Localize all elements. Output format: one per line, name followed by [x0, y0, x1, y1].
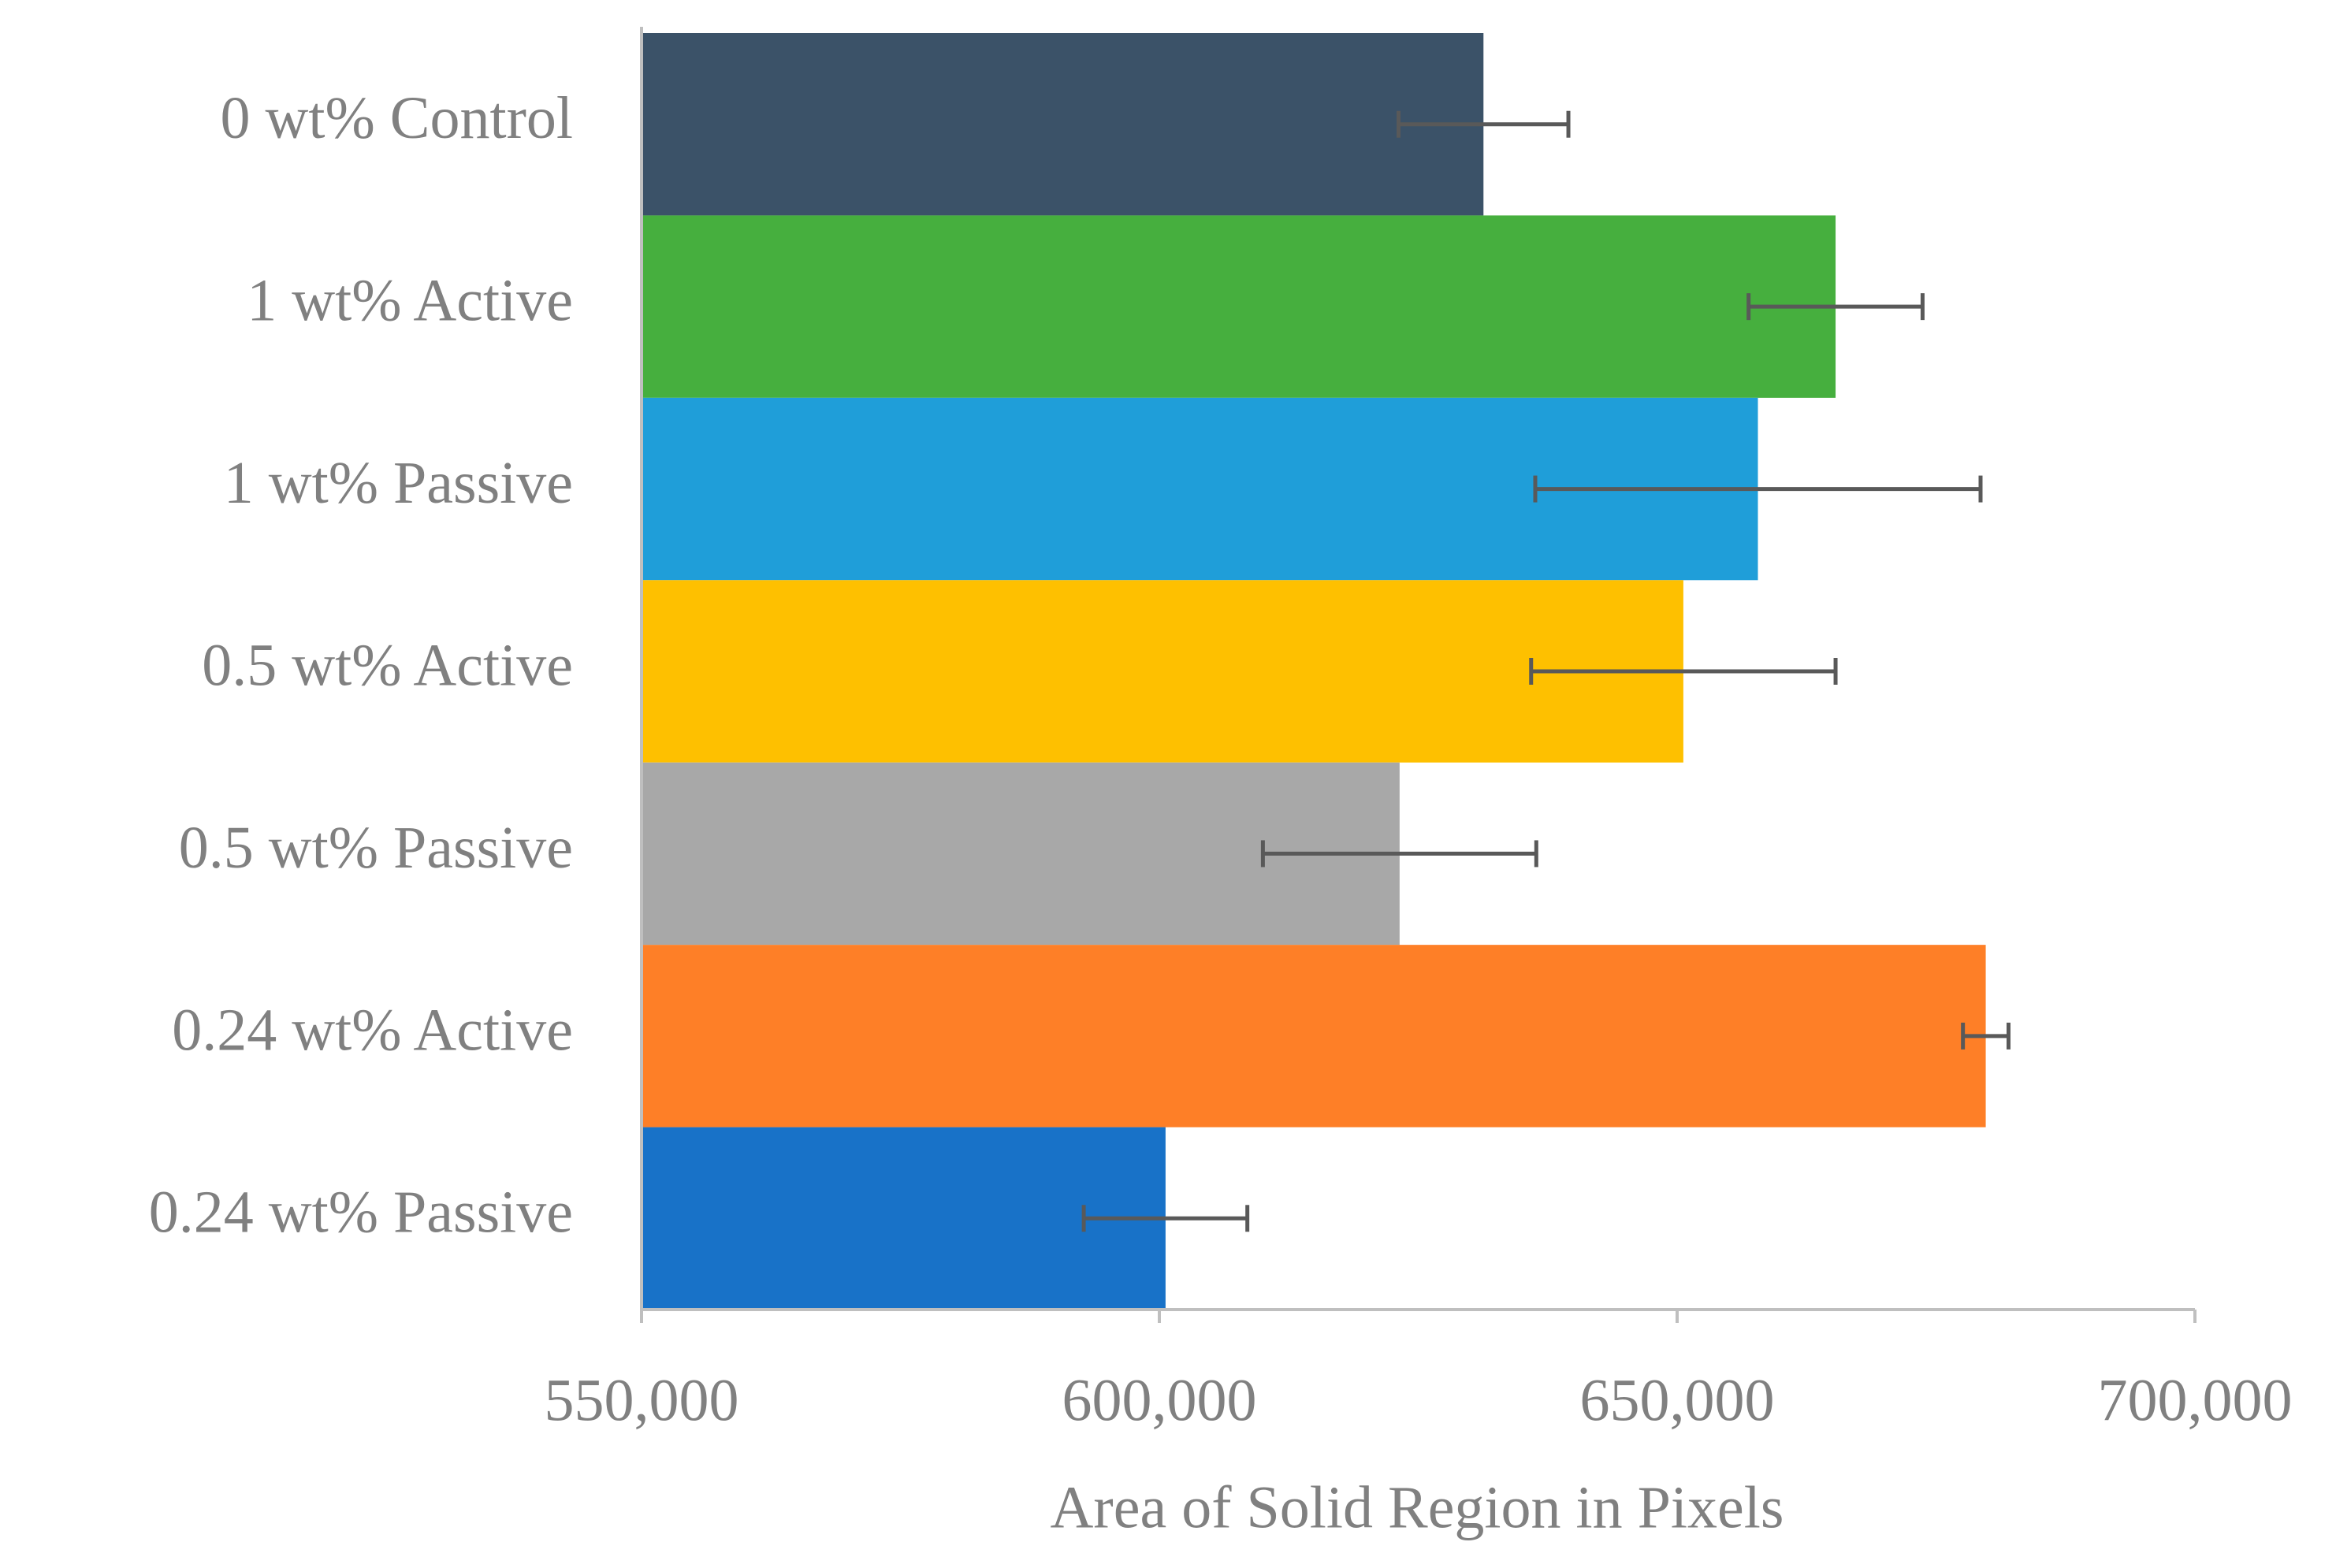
y-tick-label: 1 wt% Passive — [224, 450, 573, 516]
bar — [642, 215, 1836, 398]
y-tick-label: 0.24 wt% Passive — [149, 1180, 573, 1246]
bar — [642, 945, 1986, 1128]
error-bar — [1533, 475, 1983, 503]
error-bar — [1260, 840, 1538, 868]
error-bar — [1746, 293, 1925, 321]
bar — [642, 1127, 1166, 1310]
x-tick-label: 700,000 — [2098, 1367, 2293, 1433]
error-bar — [1397, 110, 1571, 138]
x-tick-label: 650,000 — [1580, 1367, 1775, 1433]
error-bar — [1529, 658, 1838, 685]
y-tick-label: 0.5 wt% Active — [202, 632, 573, 698]
x-tick-label: 600,000 — [1062, 1367, 1257, 1433]
y-tick-label: 0.24 wt% Active — [172, 997, 573, 1063]
error-bar — [1081, 1205, 1250, 1232]
x-axis-title: Area of Solid Region in Pixels — [1051, 1474, 1784, 1540]
y-tick-label: 0.5 wt% Passive — [179, 815, 573, 881]
bar — [642, 33, 1484, 216]
y-tick-label: 0 wt% Control — [220, 85, 573, 151]
y-tick-label: 1 wt% Active — [247, 268, 573, 334]
error-bar — [1961, 1022, 2011, 1050]
bar — [642, 580, 1683, 763]
x-tick-label: 550,000 — [545, 1367, 739, 1433]
